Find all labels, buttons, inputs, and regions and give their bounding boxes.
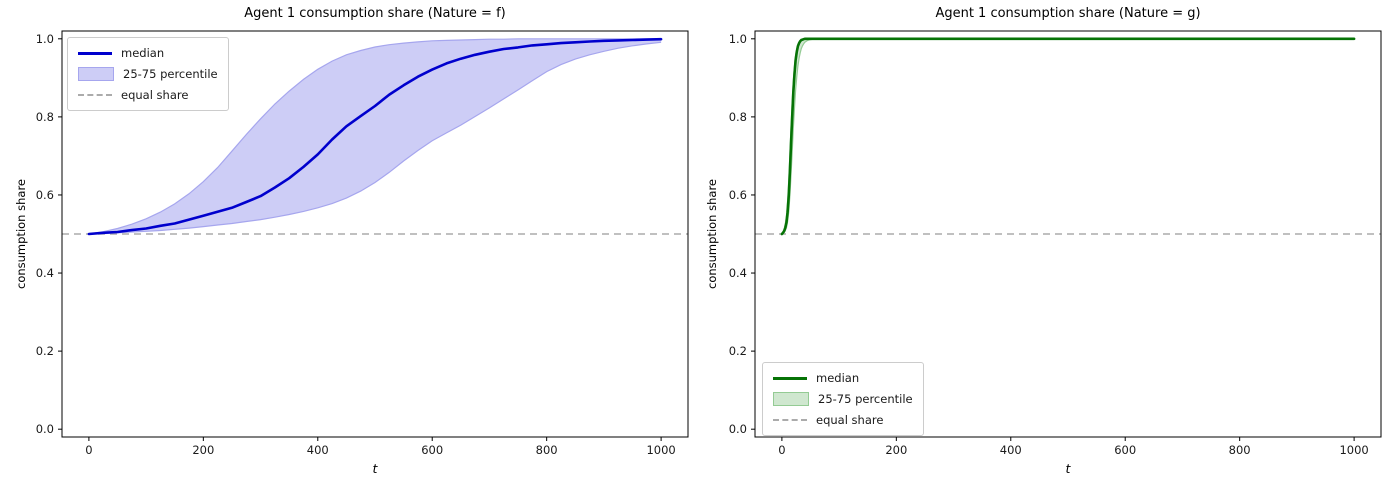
left-plot-title: Agent 1 consumption share (Nature = f): [244, 6, 506, 21]
percentile-band-swatch: [773, 392, 809, 406]
x-tick-label: 200: [192, 443, 214, 457]
y-tick-label: 0.8: [729, 110, 747, 124]
p25-line: [781, 38, 1355, 235]
equal-share-line-swatch: [773, 419, 807, 421]
y-tick-label: 0.2: [36, 344, 54, 358]
x-tick-label: 600: [1114, 443, 1136, 457]
legend-entry-percentile: 25-75 percentile: [773, 391, 913, 407]
y-tick-label: 0.6: [729, 188, 747, 202]
y-tick-label: 1.0: [729, 32, 747, 46]
p75-line: [781, 38, 1355, 235]
percentile-band: [781, 38, 1355, 234]
legend-label: 25-75 percentile: [818, 392, 913, 406]
y-tick-label: 0.4: [729, 266, 747, 280]
x-tick-label: 800: [536, 443, 558, 457]
percentile-band-swatch: [78, 67, 114, 81]
y-tick-label: 0.4: [36, 266, 54, 280]
median-line-swatch: [773, 376, 807, 380]
legend-entry-percentile: 25-75 percentile: [78, 66, 218, 82]
y-tick-label: 0.0: [729, 422, 747, 436]
left-x-axis-label: t: [372, 461, 378, 476]
legend-label: median: [816, 371, 860, 385]
axes-spines: [61, 30, 689, 438]
x-tick-label: 0: [85, 443, 92, 457]
axes-spines: [754, 30, 1382, 438]
y-tick-label: 0.8: [36, 110, 54, 124]
legend-label: equal share: [816, 413, 884, 427]
right-plot-title: Agent 1 consumption share (Nature = g): [935, 6, 1201, 21]
legend-label: 25-75 percentile: [123, 67, 218, 81]
left-y-axis-label: consumption share: [14, 179, 28, 289]
percentile-band: [88, 38, 662, 234]
x-tick-label: 1000: [1339, 443, 1368, 457]
median-line-swatch: [78, 51, 112, 55]
x-tick-label: 0: [778, 443, 785, 457]
x-tick-label: 400: [1000, 443, 1022, 457]
left-legend: median 25-75 percentile equal share: [67, 37, 229, 111]
legend-entry-equal-share: equal share: [773, 412, 913, 428]
legend-entry-equal-share: equal share: [78, 87, 218, 103]
right-legend: median 25-75 percentile equal share: [762, 362, 924, 436]
y-tick-label: 1.0: [36, 32, 54, 46]
axes-0: 0 200 400 600 800 1000 0.0 0.2 0.4 0.6 0.8 1.0: [36, 30, 689, 457]
y-tick-label: 0.2: [729, 344, 747, 358]
legend-entry-median: median: [78, 45, 218, 61]
y-tick-label: 0.6: [36, 188, 54, 202]
equal-share-line-swatch: [78, 94, 112, 96]
axes-1: 0 200 400 600 800 1000 0.0 0.2 0.4 0.6 0.8 1.0: [729, 30, 1382, 457]
x-tick-label: 200: [885, 443, 907, 457]
median-line: [87, 37, 663, 236]
x-tick-label: 1000: [646, 443, 675, 457]
right-x-axis-label: t: [1065, 461, 1071, 476]
x-tick-label: 400: [307, 443, 329, 457]
legend-entry-median: median: [773, 370, 913, 386]
y-tick-label: 0.0: [36, 422, 54, 436]
x-tick-label: 600: [421, 443, 443, 457]
legend-label: equal share: [121, 88, 189, 102]
right-y-axis-label: consumption share: [705, 179, 719, 289]
x-tick-label: 800: [1229, 443, 1251, 457]
p75-line: [88, 38, 662, 235]
p25-line: [88, 41, 662, 235]
legend-label: median: [121, 46, 165, 60]
median-line: [780, 37, 1356, 236]
